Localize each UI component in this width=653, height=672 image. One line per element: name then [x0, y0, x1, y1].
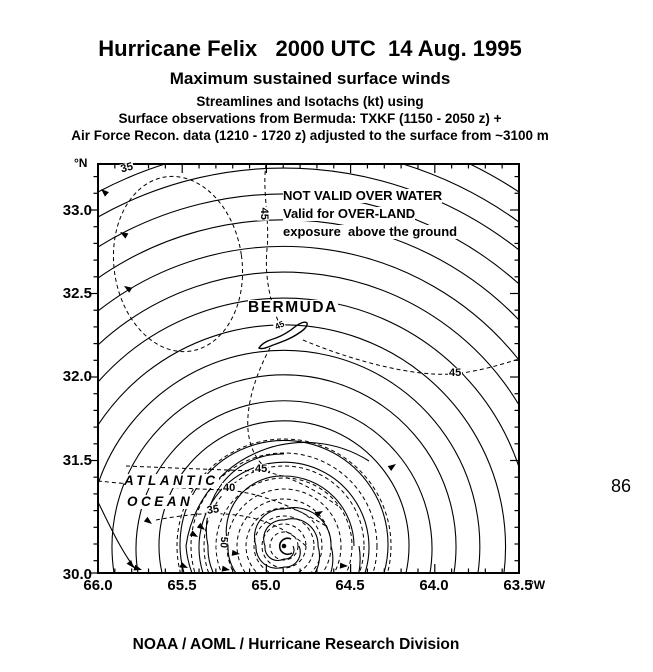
isotach-ring	[245, 507, 323, 573]
isotach-35-west	[155, 513, 309, 549]
streamlines-group	[98, 164, 519, 573]
streamline-arc	[98, 245, 519, 361]
note-valid-land: Valid for OVER-LAND	[283, 206, 416, 221]
streamline-arc	[402, 164, 519, 223]
y-tick-32.5: 32.5	[62, 285, 92, 302]
x-tick-65.5: 65.5	[167, 577, 197, 594]
streamline-arc	[158, 420, 410, 573]
plot-canvas	[89, 163, 520, 574]
streamline-arc	[98, 271, 519, 406]
streamline-arc	[98, 324, 507, 573]
flow-arrowheads	[101, 189, 396, 572]
storm-center-icon	[278, 537, 293, 556]
streamline-arc	[98, 349, 481, 573]
subtitle-recon: Air Force Recon. data (1210 - 1720 z) ad…	[71, 128, 549, 143]
isotach-label-45-west: 45	[254, 463, 269, 476]
isotach-35-closed	[112, 175, 244, 353]
isotach-ring	[203, 465, 365, 573]
x-tick-64.5: 64.5	[335, 577, 365, 594]
isotach-45-north	[264, 164, 283, 331]
streamline-spiral	[205, 453, 334, 573]
ocean-label-atlantic: ATLANTIC	[124, 473, 219, 489]
note-not-valid: NOT VALID OVER WATER	[283, 188, 443, 203]
plot-frame	[97, 163, 520, 574]
y-tick-32.0: 32.0	[62, 368, 92, 385]
x-tick-65.0: 65.0	[251, 577, 281, 594]
isotachs-group	[98, 164, 519, 573]
isotach-label-35-west: 35	[205, 503, 221, 518]
axis-ticks	[89, 164, 520, 574]
isotach-label-45-north: 45	[257, 206, 270, 221]
isotach-label-45-east: 45	[448, 367, 463, 380]
isotach-ring	[269, 531, 299, 561]
streamline-arc	[98, 167, 519, 251]
isotach-ring	[215, 477, 353, 573]
subtitle-method: Streamlines and Isotachs (kt) using	[196, 94, 424, 109]
isotach-island-sw	[247, 347, 271, 473]
streamline-spiral	[225, 475, 355, 573]
page-number: 86	[611, 476, 632, 496]
bermuda-label: BERMUDA	[248, 299, 338, 317]
isotach-ring	[176, 438, 392, 573]
main-title: Hurricane Felix 2000 UTC 14 Aug. 1995	[98, 36, 522, 61]
y-tick-33.0: 33.0	[62, 202, 92, 219]
isotach-ring	[261, 523, 307, 569]
y-tick-31.5: 31.5	[62, 452, 92, 469]
streamline-arc	[469, 164, 519, 193]
x-tick-64.0: 64.0	[419, 577, 449, 594]
lat-unit-label: °N	[74, 156, 88, 170]
isotach-label-40-west: 40	[222, 482, 237, 495]
bermuda-island	[257, 321, 308, 350]
subtitle-obs: Surface observations from Bermuda: TXKF …	[118, 111, 502, 126]
streamline-isotach-plot: NOT VALID OVER WATER Valid for OVER-LAND…	[89, 161, 520, 574]
isotach-45-east	[302, 339, 519, 375]
isotach-label-50-center: 50	[216, 535, 230, 550]
isotach-ring	[190, 452, 378, 573]
note-exposure: exposure above the ground	[283, 224, 458, 239]
x-tick-63.5: 63.5	[503, 577, 533, 594]
y-tick-30.0: 30.0	[62, 566, 92, 583]
streamline-arc	[98, 219, 519, 321]
streamline-spiral	[185, 441, 370, 573]
isotach-ring	[253, 515, 315, 573]
ocean-label-ocean: OCEAN	[127, 494, 194, 510]
subtitle-winds: Maximum sustained surface winds	[169, 69, 451, 88]
lon-unit-label: °W	[529, 578, 546, 592]
isotach-ring	[236, 498, 332, 573]
x-tick-66.0: 66.0	[83, 577, 113, 594]
streamline-corner	[98, 501, 137, 571]
streamline-arc	[198, 461, 370, 573]
credit-line: NOAA / AOML / Hurricane Research Divisio…	[132, 636, 460, 653]
